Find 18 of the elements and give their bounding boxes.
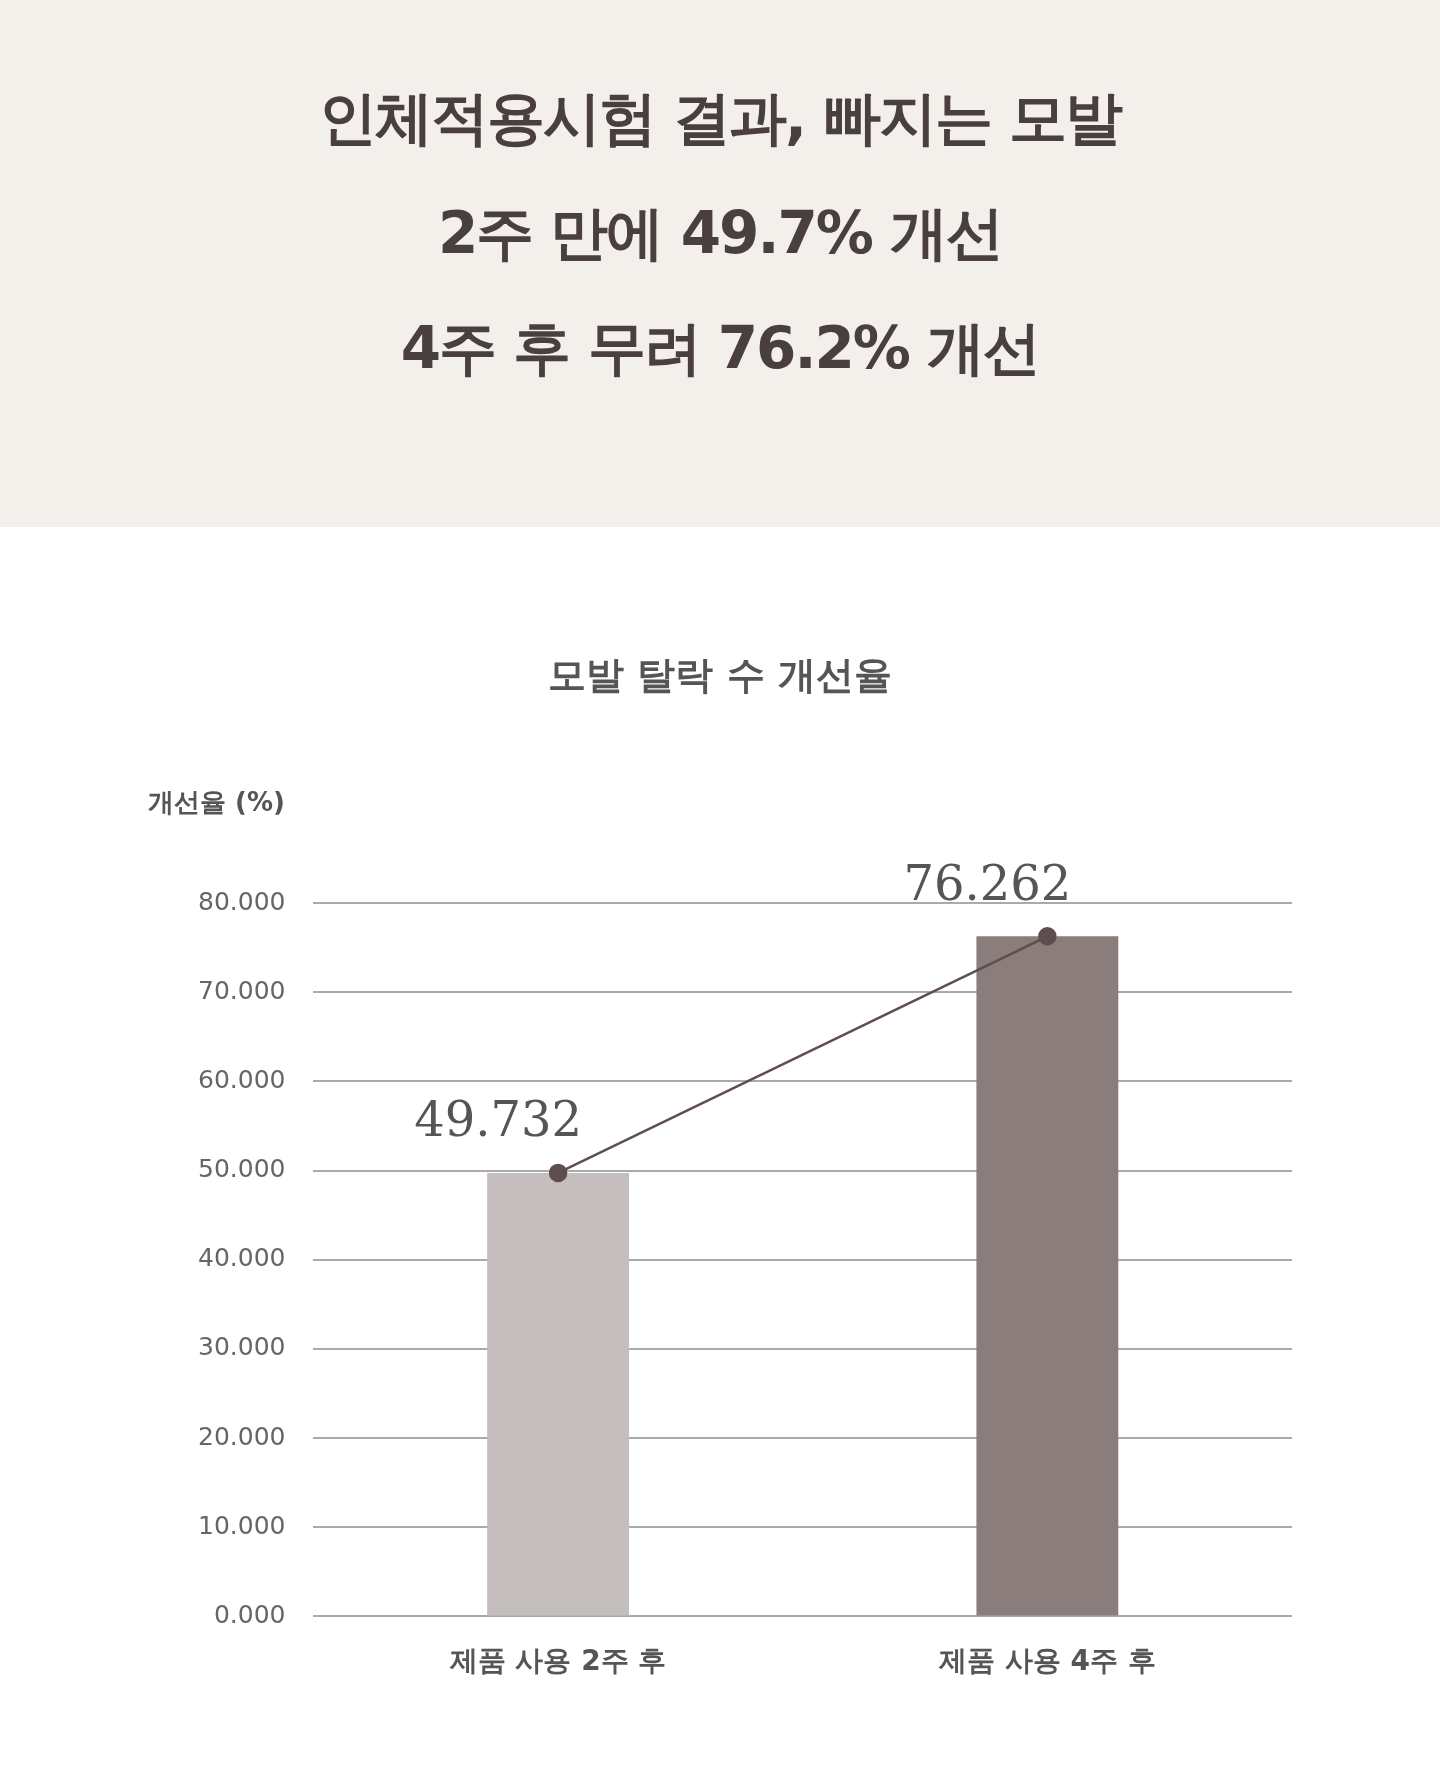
x-tick-label: 제품 사용 4주 후	[938, 1644, 1156, 1678]
text: 2주 만에 49.7% 개선	[436, 198, 1004, 269]
x-tick-label: 제품 사용 2주 후	[448, 1644, 667, 1678]
y-tick-label: 30.000	[197, 1332, 286, 1362]
data-label: 76.262	[903, 854, 1072, 911]
y-tick-label: 20.000	[197, 1421, 286, 1451]
y-tick-label: 50.000	[197, 1154, 286, 1184]
y-tick-label: 40.000	[197, 1243, 286, 1273]
y-tick-label: 60.000	[197, 1064, 286, 1094]
chart-title: 모발 탈락 수 개선율	[547, 652, 893, 699]
y-tick-label: 10.000	[197, 1510, 286, 1540]
y-tick-label: 80.000	[197, 886, 286, 916]
y-axis-title: 개선율 (%)	[148, 786, 285, 819]
y-tick-label: 70.000	[197, 975, 286, 1005]
text: 4주 후 무려 76.2% 개선	[399, 313, 1041, 384]
text: 인체적용시험 결과, 빠지는 모발	[317, 83, 1123, 154]
y-tick-label: 0.000	[213, 1599, 286, 1629]
data-label: 49.732	[414, 1091, 583, 1148]
